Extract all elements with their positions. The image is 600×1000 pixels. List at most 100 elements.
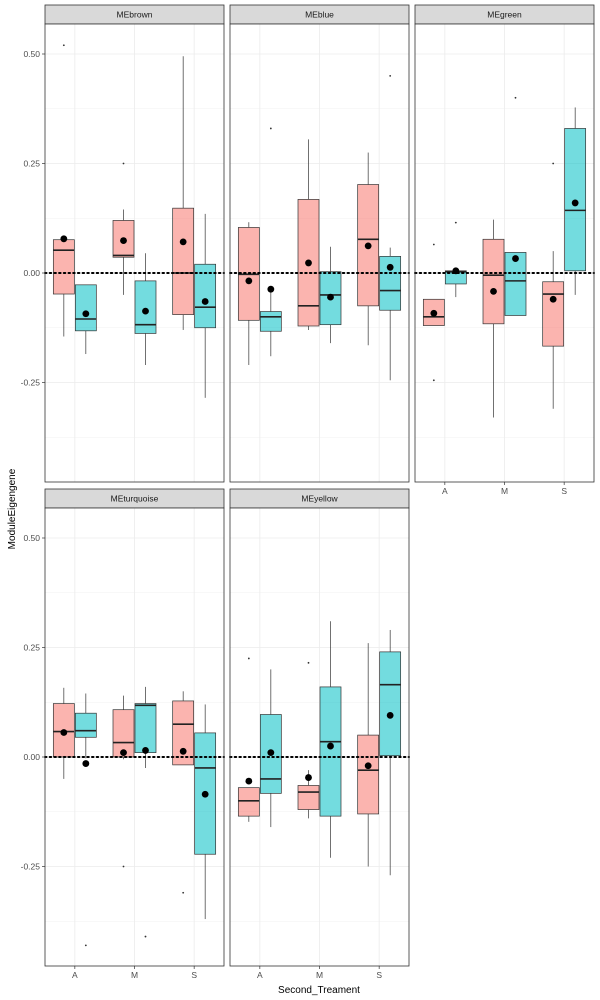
mean-point [364, 762, 372, 770]
mean-point [82, 310, 90, 318]
x-tick-label: S [561, 486, 567, 496]
box-body [357, 734, 380, 815]
box-S-g1 [194, 704, 217, 920]
y-tick-label: 0.50 [23, 49, 40, 59]
outlier-point [269, 127, 272, 130]
outlier-point [84, 944, 87, 947]
x-tick-label: M [501, 486, 508, 496]
x-tick-label: A [257, 970, 263, 980]
x-axis-title: Second_Treament [278, 985, 360, 996]
mean-point [267, 285, 275, 293]
mean-point [245, 777, 253, 785]
mean-point [60, 729, 68, 736]
box-M-g1 [134, 253, 157, 365]
box-M-g1 [319, 621, 342, 858]
box-body [379, 256, 402, 311]
box-body [134, 280, 157, 334]
box-body [482, 238, 505, 325]
box-body [237, 787, 260, 817]
mean-point [179, 747, 187, 755]
box-A-g1 [259, 127, 282, 357]
facet-panel-MEbrown: MEbrown 0.50 0.25 0.00 -0.25 [21, 4, 225, 483]
outlier-point [552, 162, 555, 165]
mean-point [60, 235, 68, 243]
box-A-g0 [237, 657, 260, 822]
facet-label: MEturquoise [111, 494, 159, 504]
box-A-g0 [422, 243, 445, 382]
facet-panel-MEblue: MEblue [229, 4, 410, 483]
x-tick-label: S [191, 970, 197, 980]
mean-point [201, 790, 209, 798]
outlier-point [122, 865, 125, 868]
outlier-point [122, 162, 125, 165]
mean-point [142, 307, 149, 315]
mean-point [120, 749, 127, 757]
x-tick-label: A [72, 970, 78, 980]
y-tick-label: 0.50 [23, 533, 40, 543]
box-body [259, 311, 282, 332]
outlier-point [514, 96, 517, 99]
panel-border [44, 23, 225, 483]
box-M-g1 [319, 246, 342, 344]
y-tick-label: -0.25 [21, 378, 41, 388]
mean-point [364, 242, 372, 250]
outlier-point [247, 657, 250, 660]
box-A-g1 [74, 284, 97, 355]
box-A-g1 [259, 669, 282, 828]
box-M-g0 [297, 661, 320, 819]
box-S-g0 [542, 162, 565, 409]
mean-point [430, 309, 438, 317]
x-tick-label: M [316, 970, 323, 980]
y-tick-label: 0.00 [23, 268, 40, 278]
mean-point [267, 749, 275, 757]
outlier-point [144, 935, 147, 938]
facet-label: MEyellow [301, 494, 338, 504]
box-body [134, 703, 157, 753]
x-tick-label: S [376, 970, 382, 980]
mean-point [386, 263, 394, 271]
mean-point [490, 287, 497, 295]
outlier-point [454, 221, 457, 224]
facet-panel-MEyellow: MEyellow A M S [229, 488, 410, 980]
mean-point [512, 255, 519, 262]
mean-point [571, 199, 579, 207]
mean-point [549, 295, 557, 303]
box-body [74, 284, 97, 332]
y-tick-label: 0.25 [23, 159, 40, 169]
box-A-g0 [52, 44, 75, 337]
box-body [297, 785, 320, 810]
box-S-g1 [379, 75, 402, 381]
panels-layer: MEbrown 0.50 0.25 0.00 -0.25 MEblue MEgreen A M S… [21, 4, 595, 980]
outlier-point [62, 44, 65, 47]
mean-point [386, 711, 394, 719]
box-body [542, 281, 565, 347]
box-body [319, 686, 342, 817]
outlier-point [307, 661, 310, 664]
box-body [52, 239, 75, 295]
mean-point [327, 742, 334, 750]
box-body [74, 712, 97, 738]
mean-point [305, 259, 312, 267]
y-tick-label: 0.00 [23, 752, 40, 762]
box-M-g0 [297, 139, 320, 330]
box-S-g1 [379, 629, 402, 876]
facet-panel-MEturquoise: MEturquoise 0.50 0.25 0.00 -0.25 A M S [21, 488, 225, 980]
box-M-g0 [112, 162, 135, 295]
facet-panel-MEgreen: MEgreen A M S [414, 4, 595, 496]
mean-point [245, 277, 253, 285]
box-body [112, 709, 135, 758]
outlier-point [432, 379, 435, 382]
box-S-g0 [357, 152, 380, 346]
box-S-g0 [172, 691, 195, 894]
box-M-g1 [134, 686, 157, 938]
box-S-g0 [357, 643, 380, 867]
box-M-g1 [504, 96, 527, 316]
panel-border [229, 23, 410, 483]
box-A-g1 [74, 693, 97, 947]
outlier-point [182, 891, 185, 894]
facet-label: MEbrown [117, 10, 153, 20]
box-A-g0 [52, 687, 75, 779]
box-A-g1 [444, 221, 467, 298]
mean-point [82, 760, 90, 767]
mean-point [179, 238, 187, 246]
